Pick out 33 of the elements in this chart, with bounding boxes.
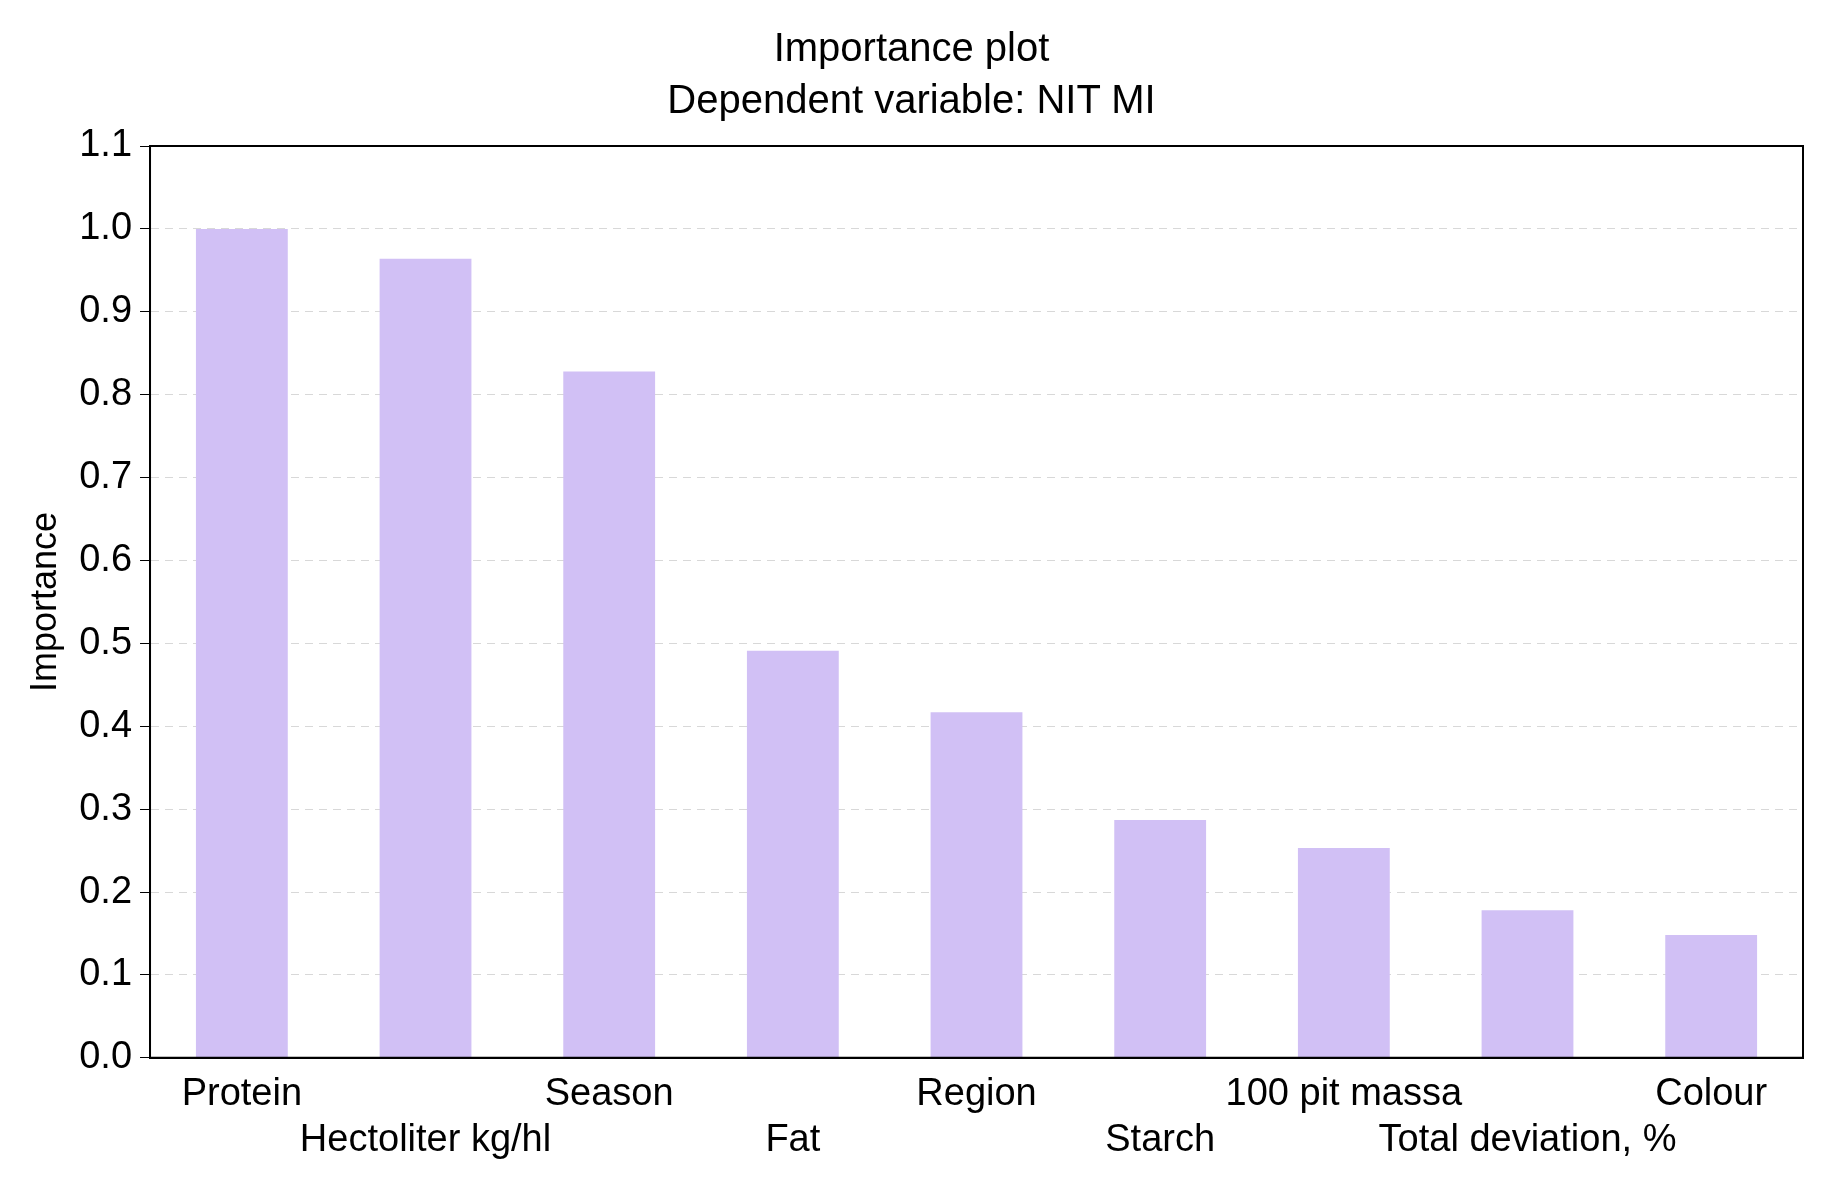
y-tick-label: 0.7 <box>79 454 133 497</box>
y-tick-label: 1.1 <box>79 122 133 165</box>
x-tick-label: Hectoliter kg/hl <box>299 1116 552 1159</box>
bar <box>379 258 472 1058</box>
y-tick-label: 1.0 <box>79 205 133 248</box>
y-tick-label: 0.0 <box>79 1034 133 1077</box>
bar <box>1297 848 1390 1058</box>
y-tick-label: 0.1 <box>79 951 133 994</box>
y-tick-label: 0.8 <box>79 371 133 414</box>
bar <box>1481 910 1574 1058</box>
bar <box>746 650 839 1058</box>
chart-title: Importance plot <box>773 25 1050 70</box>
y-tick-label: 0.3 <box>79 785 133 828</box>
y-tick-label: 0.6 <box>79 536 133 579</box>
x-tick-label: Season <box>544 1071 674 1114</box>
y-tick-label: 0.5 <box>79 619 133 662</box>
x-tick-label: 100 pit massa <box>1225 1071 1463 1114</box>
y-tick-label: 0.4 <box>79 702 133 745</box>
y-tick-label: 0.2 <box>79 868 133 911</box>
y-tick-label: 0.9 <box>79 288 133 331</box>
x-tick-label: Colour <box>1655 1071 1768 1114</box>
bar <box>930 712 1023 1058</box>
bar <box>563 371 656 1058</box>
bar <box>1114 819 1207 1058</box>
chart-subtitle: Dependent variable: NIT MI <box>667 77 1156 122</box>
x-tick-label: Region <box>916 1071 1037 1114</box>
x-tick-label: Fat <box>765 1116 821 1159</box>
x-tick-label: Protein <box>181 1071 303 1114</box>
x-tick-label: Total deviation, % <box>1378 1116 1677 1159</box>
x-tick-label: Starch <box>1105 1116 1216 1159</box>
y-axis-title: Importance <box>22 511 64 692</box>
bar <box>1665 935 1758 1058</box>
bar <box>195 228 288 1058</box>
